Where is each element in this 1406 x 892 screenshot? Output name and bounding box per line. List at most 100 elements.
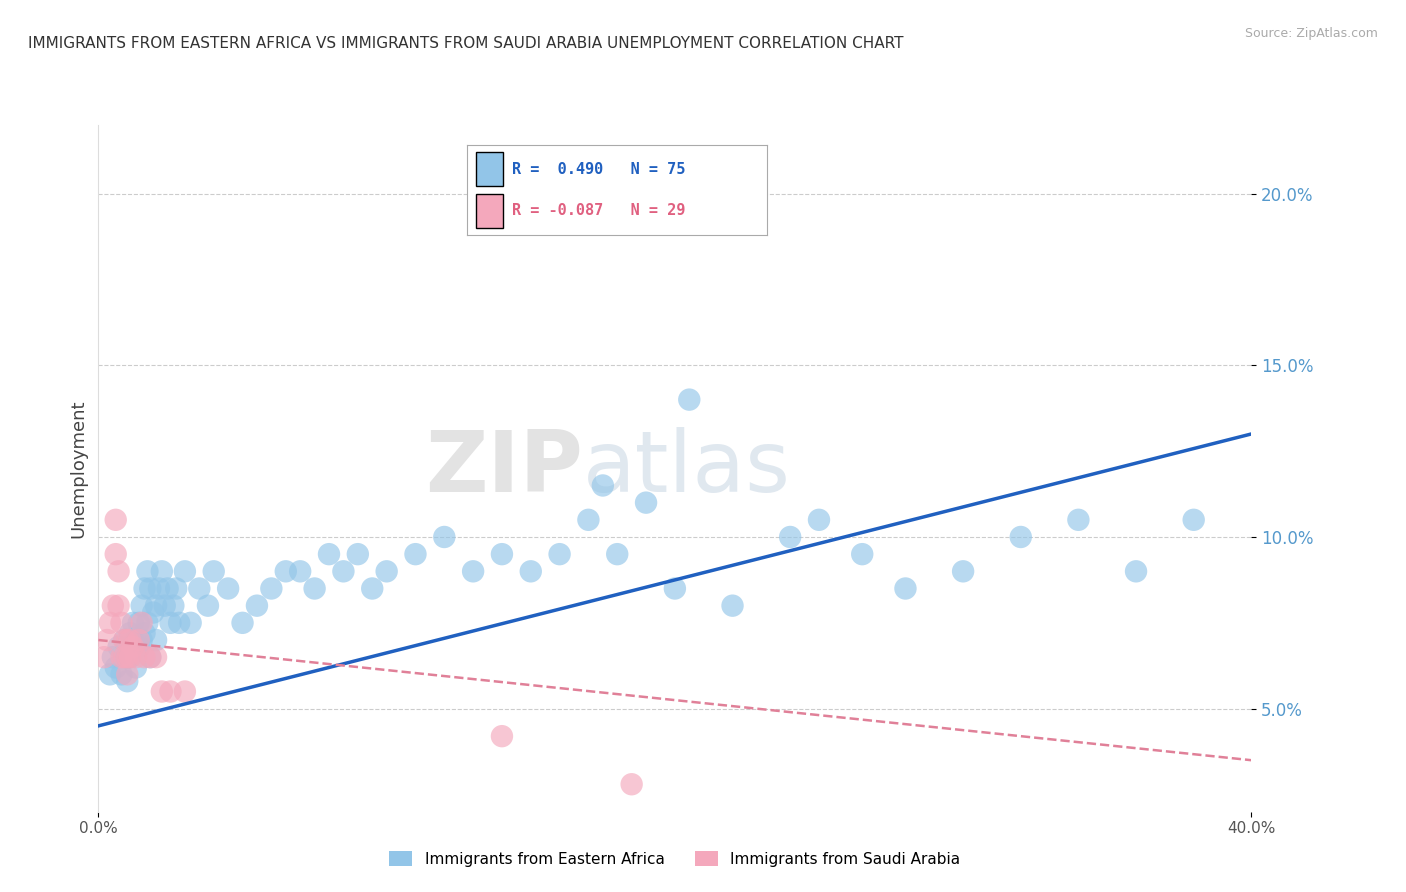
Point (159, 615, 181, 630)
Point (197, 599, 219, 613)
Text: IMMIGRANTS FROM EASTERN AFRICA VS IMMIGRANTS FROM SAUDI ARABIA UNEMPLOYMENT CORR: IMMIGRANTS FROM EASTERN AFRICA VS IMMIGR… (28, 36, 904, 51)
Point (721, 599, 744, 613)
Point (117, 674, 138, 689)
Point (131, 633, 153, 648)
Point (894, 582, 917, 596)
Point (576, 513, 599, 527)
Point (104, 547, 127, 561)
Point (721, 194, 744, 208)
Point (128, 640, 150, 654)
Point (592, 478, 614, 492)
Point (318, 547, 340, 561)
Point (107, 599, 129, 613)
Text: ZIP: ZIP (425, 426, 582, 510)
Point (491, 547, 513, 561)
Point (122, 615, 145, 630)
Point (120, 626, 142, 640)
Point (117, 650, 138, 665)
Point (165, 582, 187, 596)
Point (98, 667, 121, 681)
Point (150, 564, 173, 578)
Point (110, 667, 132, 681)
Point (174, 564, 197, 578)
Point (150, 684, 173, 698)
Point (136, 564, 159, 578)
Point (606, 547, 628, 561)
Point (134, 626, 156, 640)
Point (125, 633, 148, 648)
Point (174, 684, 197, 698)
Point (139, 650, 162, 665)
Point (93, 650, 115, 665)
Point (139, 582, 162, 596)
Point (145, 599, 167, 613)
Legend: Immigrants from Eastern Africa, Immigrants from Saudi Arabia: Immigrants from Eastern Africa, Immigran… (384, 845, 966, 872)
Point (139, 650, 162, 665)
Point (128, 633, 150, 648)
Point (202, 564, 225, 578)
Point (779, 530, 801, 544)
Point (433, 530, 456, 544)
Point (851, 547, 873, 561)
Point (274, 564, 297, 578)
Text: atlas: atlas (582, 426, 790, 510)
Point (117, 667, 138, 681)
Point (142, 606, 165, 620)
Point (120, 650, 142, 665)
Point (636, 495, 658, 509)
Point (122, 640, 145, 654)
Point (807, 513, 830, 527)
Point (153, 599, 176, 613)
Point (112, 633, 135, 648)
Point (125, 660, 148, 674)
Point (104, 513, 127, 527)
Point (131, 615, 153, 630)
Point (548, 547, 571, 561)
Point (128, 615, 150, 630)
Point (375, 564, 398, 578)
Point (145, 650, 167, 665)
Point (188, 582, 211, 596)
Point (162, 599, 184, 613)
Point (332, 564, 354, 578)
Point (145, 633, 167, 648)
Point (1067, 513, 1090, 527)
Point (620, 777, 643, 791)
Point (98, 615, 121, 630)
Point (110, 650, 132, 665)
Point (148, 582, 170, 596)
Point (104, 660, 127, 674)
Point (117, 633, 138, 648)
Point (107, 640, 129, 654)
Point (1125, 564, 1147, 578)
Y-axis label: Unemployment: Unemployment (69, 399, 87, 538)
Point (231, 615, 254, 630)
Point (520, 564, 543, 578)
Point (1182, 513, 1205, 527)
Point (678, 392, 700, 407)
Point (134, 650, 156, 665)
Point (180, 615, 202, 630)
Point (361, 582, 384, 596)
Point (346, 547, 368, 561)
Point (290, 564, 312, 578)
Point (120, 633, 142, 648)
Point (107, 564, 129, 578)
Point (125, 650, 148, 665)
Point (101, 599, 124, 613)
Point (96, 633, 118, 648)
Point (136, 615, 159, 630)
Point (405, 547, 427, 561)
Point (1010, 530, 1032, 544)
Point (159, 684, 181, 698)
Point (260, 582, 283, 596)
Point (167, 615, 190, 630)
Point (101, 650, 124, 665)
Point (304, 582, 326, 596)
Point (112, 650, 135, 665)
Point (156, 582, 179, 596)
Point (664, 582, 686, 596)
Point (131, 599, 153, 613)
Point (217, 582, 239, 596)
Point (120, 650, 142, 665)
